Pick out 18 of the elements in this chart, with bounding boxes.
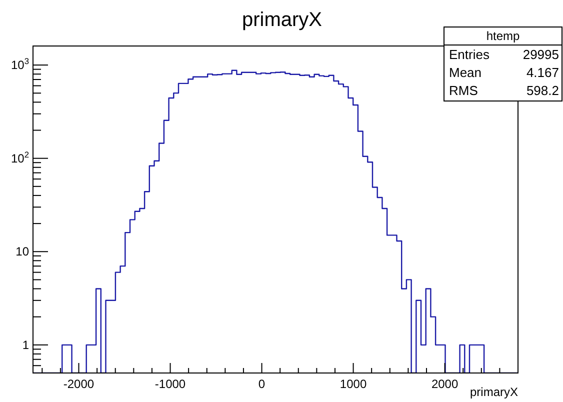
annotation: Entries: [449, 47, 490, 62]
annotation: Mean: [449, 65, 482, 80]
x-tick-label: 0: [258, 377, 266, 391]
y-tick-label: 10$^{3}$: [10, 56, 30, 72]
x-axis-title: primaryX: [470, 385, 518, 399]
y-tick-label: 10$^{2}$: [10, 149, 30, 166]
annotation: RMS: [449, 83, 478, 98]
chart-title: primaryX: [242, 9, 322, 31]
text: 4.167: [526, 65, 559, 80]
x-tick-label: -1000: [154, 377, 186, 391]
x-tick-label: 1000: [340, 377, 367, 391]
y-tick-label: 1: [22, 338, 30, 352]
text: 29995: [522, 47, 559, 62]
y-tick-label: 10: [16, 244, 30, 259]
text: 598.2: [526, 83, 559, 98]
text: htemp: [486, 29, 520, 43]
x-tick-label: 2000: [431, 377, 458, 391]
x-tick-label: -2000: [63, 377, 94, 391]
